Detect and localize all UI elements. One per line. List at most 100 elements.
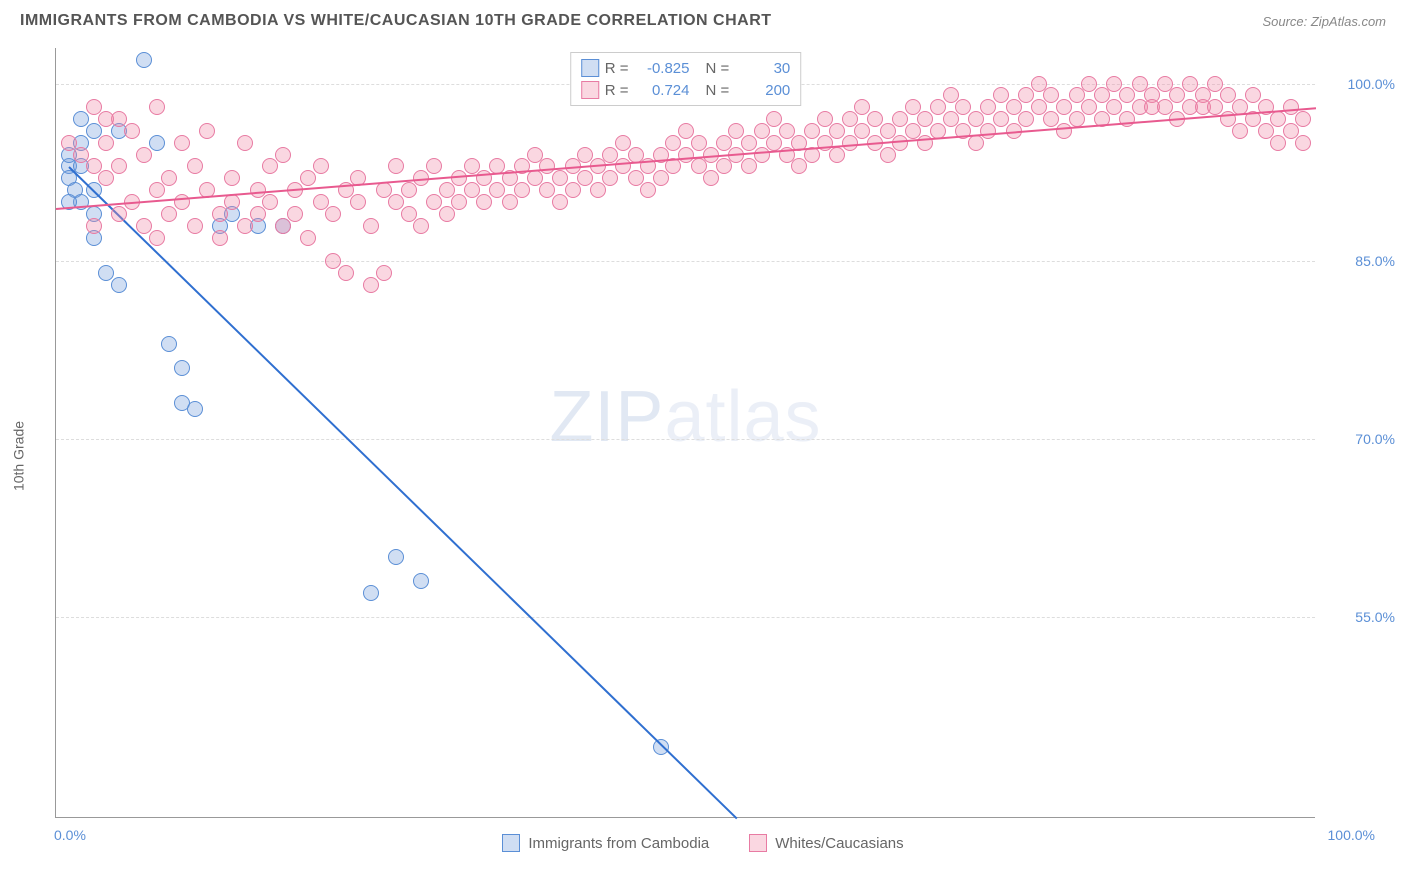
legend-n-label: N = bbox=[706, 60, 730, 77]
data-point bbox=[350, 194, 366, 210]
legend-swatch bbox=[749, 834, 767, 852]
y-tick-label: 100.0% bbox=[1325, 76, 1395, 92]
data-point bbox=[1232, 123, 1248, 139]
data-point bbox=[791, 158, 807, 174]
data-point bbox=[590, 182, 606, 198]
legend-r-label: R = bbox=[605, 82, 629, 99]
legend-swatch bbox=[581, 59, 599, 77]
data-point bbox=[275, 147, 291, 163]
data-point bbox=[212, 230, 228, 246]
data-point bbox=[161, 206, 177, 222]
legend-n-value: 200 bbox=[735, 82, 790, 99]
data-point bbox=[174, 360, 190, 376]
data-point bbox=[1018, 111, 1034, 127]
data-point bbox=[426, 158, 442, 174]
data-point bbox=[187, 401, 203, 417]
data-point bbox=[401, 182, 417, 198]
data-point bbox=[716, 158, 732, 174]
data-point bbox=[174, 135, 190, 151]
data-point bbox=[653, 170, 669, 186]
correlation-legend: R = -0.825 N = 30 R = 0.724 N = 200 bbox=[570, 52, 802, 106]
data-point bbox=[325, 206, 341, 222]
data-point bbox=[602, 170, 618, 186]
data-point bbox=[1295, 111, 1311, 127]
data-point bbox=[300, 230, 316, 246]
data-point bbox=[703, 170, 719, 186]
data-point bbox=[111, 277, 127, 293]
legend-label: Whites/Caucasians bbox=[775, 835, 903, 852]
data-point bbox=[161, 170, 177, 186]
y-tick-label: 70.0% bbox=[1325, 431, 1395, 447]
data-point bbox=[262, 194, 278, 210]
data-point bbox=[199, 123, 215, 139]
trend-line bbox=[68, 167, 737, 820]
data-point bbox=[300, 170, 316, 186]
legend-r-value: 0.724 bbox=[635, 82, 690, 99]
data-point bbox=[149, 135, 165, 151]
data-point bbox=[111, 206, 127, 222]
data-point bbox=[413, 573, 429, 589]
watermark: ZIPatlas bbox=[549, 376, 821, 458]
data-point bbox=[275, 218, 291, 234]
data-point bbox=[149, 182, 165, 198]
data-point bbox=[287, 206, 303, 222]
legend-label: Immigrants from Cambodia bbox=[528, 835, 709, 852]
data-point bbox=[363, 585, 379, 601]
data-point bbox=[224, 170, 240, 186]
legend-item: Whites/Caucasians bbox=[749, 834, 903, 852]
data-point bbox=[161, 336, 177, 352]
legend-swatch bbox=[502, 834, 520, 852]
legend-row: R =-0.825N =30 bbox=[581, 57, 791, 79]
data-point bbox=[565, 182, 581, 198]
data-point bbox=[829, 147, 845, 163]
legend-row: R = 0.724 N = 200 bbox=[581, 79, 791, 101]
data-point bbox=[313, 158, 329, 174]
data-point bbox=[149, 99, 165, 115]
data-point bbox=[262, 158, 278, 174]
data-point bbox=[1056, 123, 1072, 139]
data-point bbox=[363, 218, 379, 234]
data-point bbox=[451, 194, 467, 210]
data-point bbox=[741, 158, 757, 174]
data-point bbox=[439, 206, 455, 222]
data-point bbox=[476, 194, 492, 210]
data-point bbox=[363, 277, 379, 293]
gridline bbox=[56, 617, 1315, 618]
data-point bbox=[124, 123, 140, 139]
data-point bbox=[237, 135, 253, 151]
y-tick-label: 85.0% bbox=[1325, 253, 1395, 269]
data-point bbox=[968, 135, 984, 151]
gridline bbox=[56, 261, 1315, 262]
data-point bbox=[250, 206, 266, 222]
y-tick-label: 55.0% bbox=[1325, 609, 1395, 625]
data-point bbox=[136, 52, 152, 68]
data-point bbox=[388, 158, 404, 174]
data-point bbox=[388, 549, 404, 565]
data-point bbox=[413, 218, 429, 234]
data-point bbox=[502, 194, 518, 210]
data-point bbox=[111, 158, 127, 174]
chart-title: IMMIGRANTS FROM CAMBODIA VS WHITE/CAUCAS… bbox=[20, 12, 772, 30]
plot-area: R =-0.825N =30R =0.724N =200 ZIPatlas 55… bbox=[55, 48, 1315, 818]
data-point bbox=[1270, 135, 1286, 151]
legend-r-value: -0.825 bbox=[635, 60, 690, 77]
data-point bbox=[224, 194, 240, 210]
data-point bbox=[842, 135, 858, 151]
data-point bbox=[149, 230, 165, 246]
legend-swatch bbox=[581, 81, 599, 99]
data-point bbox=[514, 182, 530, 198]
chart-container: 10th Grade R =-0.825N =30R =0.724N =200 … bbox=[0, 38, 1406, 858]
data-point bbox=[376, 265, 392, 281]
data-point bbox=[754, 147, 770, 163]
data-point bbox=[1069, 111, 1085, 127]
data-point bbox=[980, 123, 996, 139]
data-point bbox=[552, 194, 568, 210]
legend-n-label: N = bbox=[706, 82, 730, 99]
data-point bbox=[174, 194, 190, 210]
data-point bbox=[86, 218, 102, 234]
legend-n-value: 30 bbox=[735, 60, 790, 77]
y-axis-label: 10th Grade bbox=[11, 421, 27, 491]
data-point bbox=[640, 182, 656, 198]
data-point bbox=[880, 147, 896, 163]
data-point bbox=[1295, 135, 1311, 151]
